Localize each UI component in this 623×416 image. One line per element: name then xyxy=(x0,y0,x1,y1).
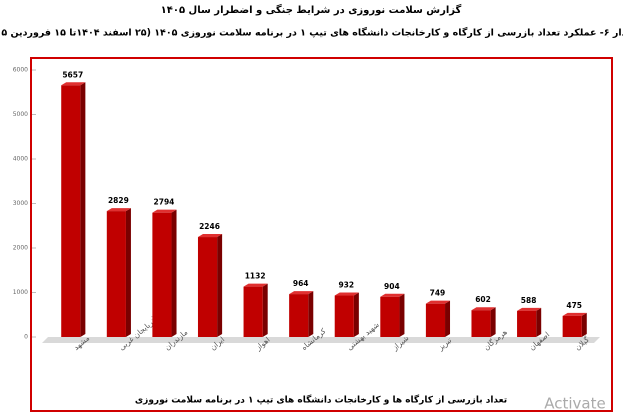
bar xyxy=(197,237,218,337)
bar-side xyxy=(125,208,131,337)
value-label: 932 xyxy=(338,281,354,290)
value-label: 2794 xyxy=(154,198,175,207)
bar-top xyxy=(289,291,314,295)
bar-side xyxy=(490,307,496,337)
value-label: 602 xyxy=(475,295,491,304)
y-tick-label: 1000 xyxy=(13,289,28,296)
bar-side xyxy=(80,82,86,338)
value-label: 904 xyxy=(384,282,400,291)
x-axis-title: تعداد بازرسی از کارگاه ها و کارخانجات دا… xyxy=(135,394,507,406)
watermark: Activate xyxy=(544,395,605,413)
value-label: 1132 xyxy=(245,272,266,281)
bar-top xyxy=(61,82,86,86)
bar-side xyxy=(581,312,587,337)
value-label: 964 xyxy=(293,279,309,288)
bar xyxy=(152,212,172,337)
value-label: 2246 xyxy=(199,222,220,231)
bar-side xyxy=(262,283,268,337)
bar-top xyxy=(197,234,223,238)
value-label: 5657 xyxy=(62,70,83,79)
bar xyxy=(334,295,354,337)
y-tick-label: 6000 xyxy=(13,67,28,74)
bar-side xyxy=(445,300,451,337)
bar-side xyxy=(399,293,405,337)
value-label: 475 xyxy=(566,301,582,310)
header: گزارش سلامت نوروزی در شرایط جنگی و اضطرا… xyxy=(161,3,462,16)
chart-frame xyxy=(30,57,613,412)
bar xyxy=(517,310,537,337)
bar xyxy=(289,294,309,337)
bar-top xyxy=(152,209,177,213)
bar-top xyxy=(562,312,587,316)
bar-side xyxy=(536,307,542,337)
bar-top xyxy=(380,293,405,297)
bar xyxy=(471,310,491,337)
bar-top xyxy=(425,300,451,304)
floor xyxy=(42,337,600,343)
y-tick-label: 0 xyxy=(24,334,28,341)
bar xyxy=(61,85,81,338)
bar xyxy=(562,315,582,337)
bar-side xyxy=(353,292,359,337)
y-tick-label: 5000 xyxy=(13,111,28,118)
y-tick-label: 3000 xyxy=(13,200,28,207)
bar-top xyxy=(517,307,542,311)
bar-side xyxy=(217,234,223,337)
chart-title: نمودار ۶- عملکرد تعداد بازرسی از کارگاه … xyxy=(0,27,623,39)
bar-top xyxy=(106,208,131,212)
bar xyxy=(380,296,400,337)
y-tick-label: 2000 xyxy=(13,245,28,252)
bar-side xyxy=(171,209,177,337)
bar-top xyxy=(471,307,496,311)
bar-side xyxy=(308,291,314,337)
y-tick-label: 4000 xyxy=(13,156,28,163)
value-label: 2829 xyxy=(108,196,129,205)
bar-top xyxy=(243,283,268,287)
bar xyxy=(425,303,446,337)
value-label: 588 xyxy=(521,296,537,305)
value-label: 749 xyxy=(430,289,446,298)
bar xyxy=(106,211,126,337)
bar xyxy=(243,286,263,337)
bar-top xyxy=(334,292,359,296)
